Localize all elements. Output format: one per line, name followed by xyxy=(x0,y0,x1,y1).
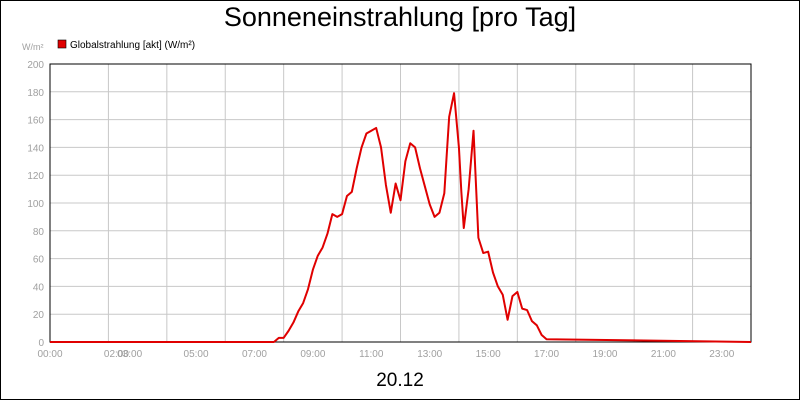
x-tick-label: 02:00 xyxy=(104,349,129,360)
x-tick-label: 23:00 xyxy=(709,349,734,360)
chart-title: Sonneneinstrahlung [pro Tag] xyxy=(223,2,577,32)
y-tick-label: 200 xyxy=(27,60,44,71)
x-tick-label: 05:00 xyxy=(184,349,209,360)
legend-swatch xyxy=(57,39,67,49)
y-tick-label: 180 xyxy=(27,88,44,99)
x-tick-label: 00:00 xyxy=(37,349,62,360)
y-axis-unit-label: W/m² xyxy=(22,42,44,52)
y-tick-label: 120 xyxy=(27,171,44,182)
y-tick-label: 140 xyxy=(27,143,44,154)
y-tick-label: 100 xyxy=(27,199,44,210)
y-tick-label: 20 xyxy=(33,310,45,321)
x-tick-label: 09:00 xyxy=(300,349,325,360)
plot-area xyxy=(49,63,752,343)
series-layer xyxy=(50,92,752,343)
legend-label: Globalstrahlung [akt] (W/m²) xyxy=(70,40,195,51)
x-tick-label: 07:00 xyxy=(242,349,267,360)
y-tick-label: 160 xyxy=(27,116,44,127)
series-line-globalstrahlung xyxy=(50,92,752,343)
legend: Globalstrahlung [akt] (W/m²) xyxy=(57,39,195,51)
y-tick-label: 80 xyxy=(33,227,45,238)
x-tick-label: 19:00 xyxy=(592,349,617,360)
grid-lines xyxy=(50,63,751,343)
y-tick-label: 60 xyxy=(33,255,45,266)
x-tick-label: 15:00 xyxy=(476,349,501,360)
date-label: 20.12 xyxy=(376,370,424,391)
y-tick-label: 40 xyxy=(33,282,45,293)
x-tick-label: 21:00 xyxy=(651,349,676,360)
x-tick-label: 03:00 xyxy=(117,349,142,360)
x-tick-label: 11:00 xyxy=(359,349,384,360)
y-axis-ticks: 0 20 40 60 80 100 120 140 160 180 200 xyxy=(27,60,44,349)
y-tick-label: 0 xyxy=(38,338,44,349)
x-tick-label: 13:00 xyxy=(417,349,442,360)
x-tick-label: 17:00 xyxy=(534,349,559,360)
